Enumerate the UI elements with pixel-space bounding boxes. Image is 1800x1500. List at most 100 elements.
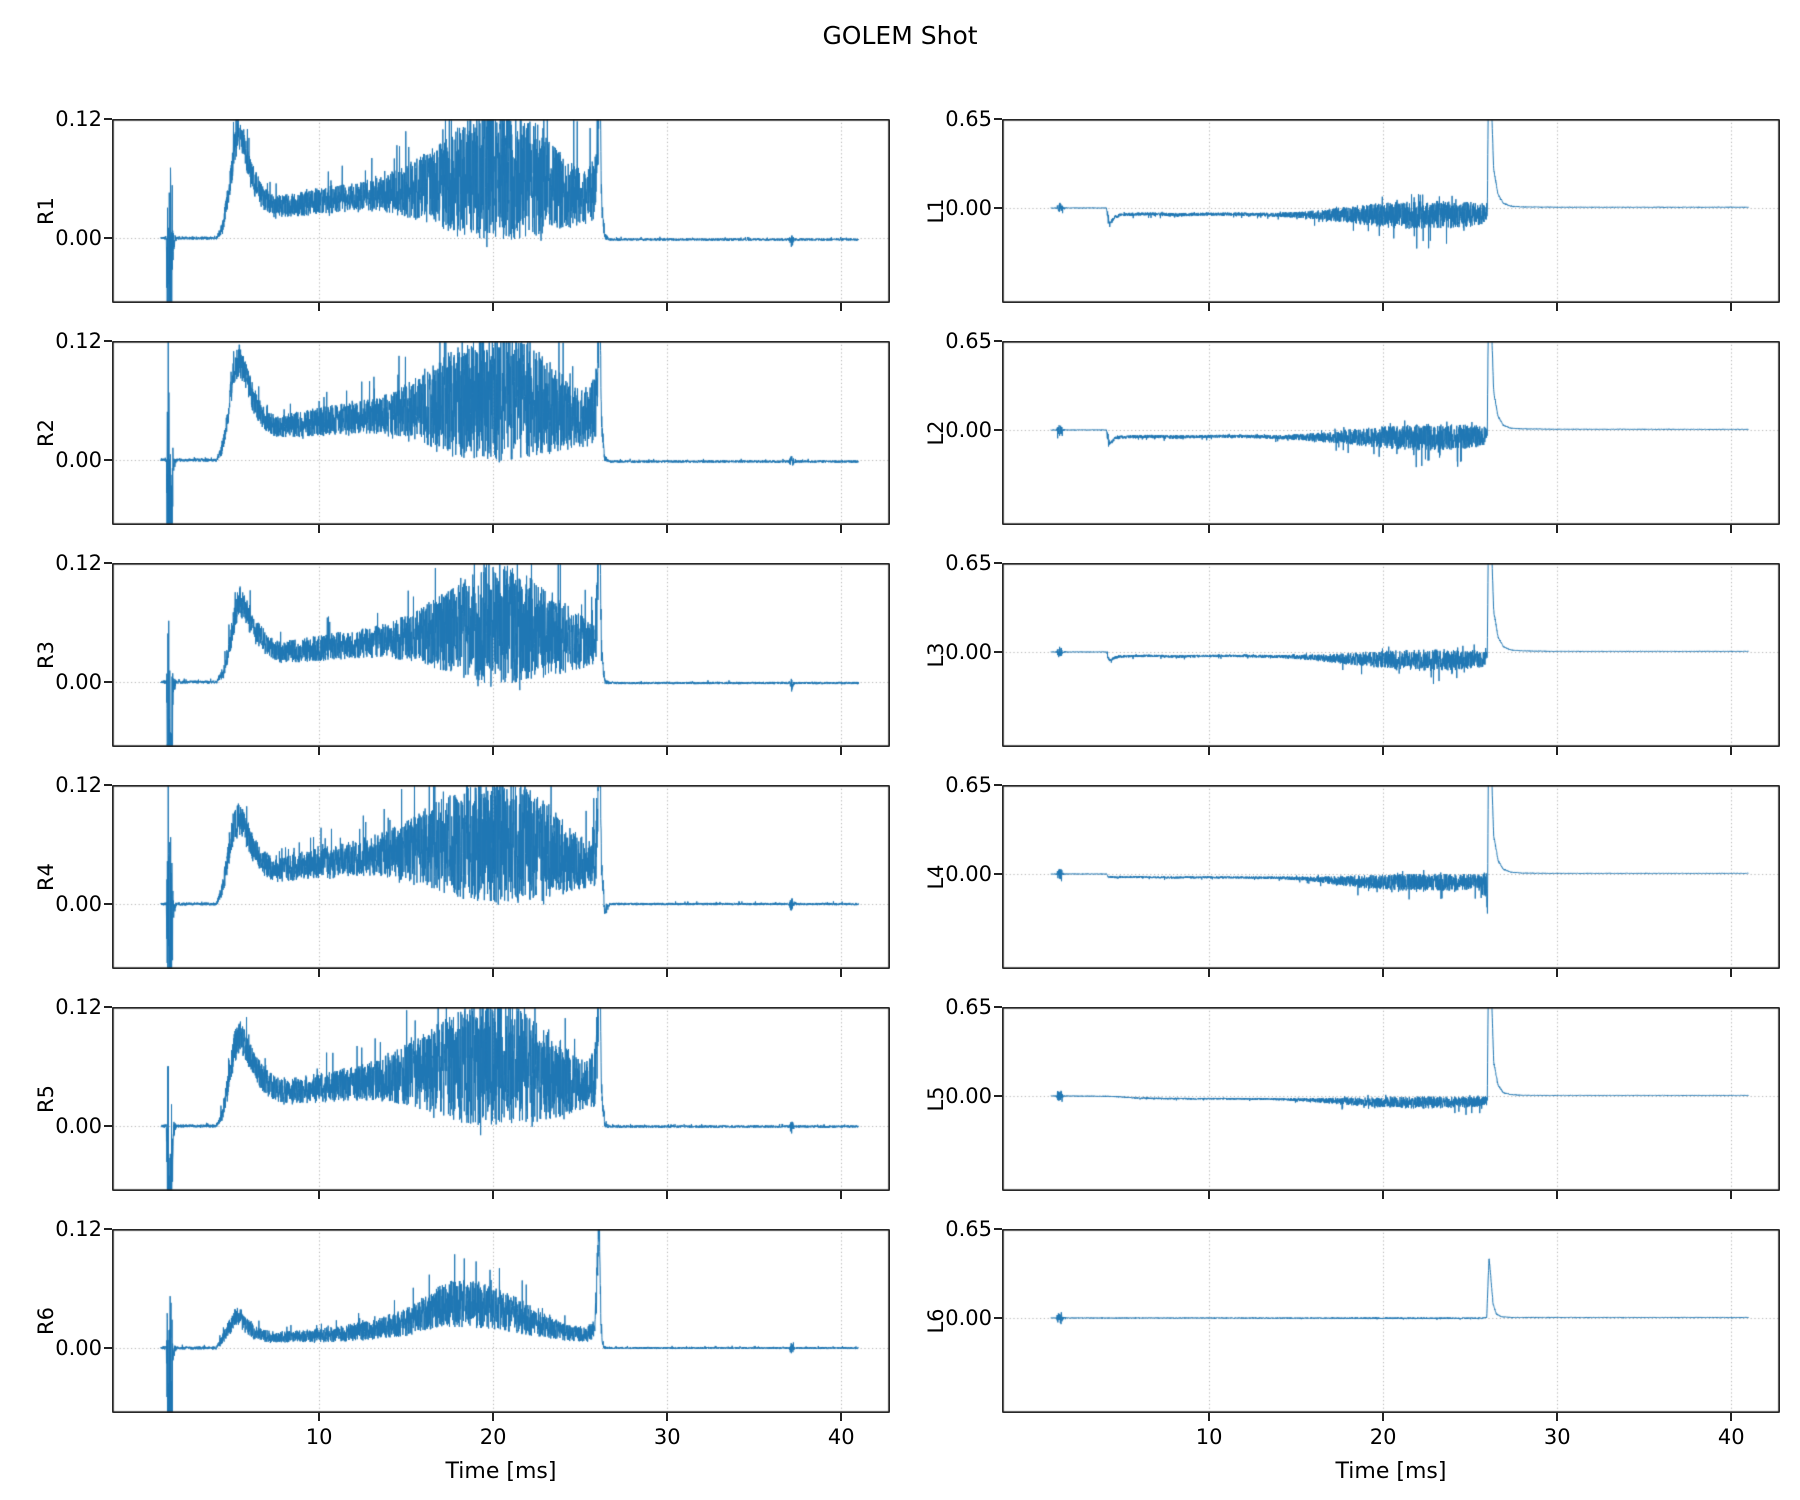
ytick-label-L4-0.00: 0.00 (945, 861, 992, 886)
ytick-label-L1-0.00: 0.00 (945, 195, 992, 220)
xtick-label-right-10: 10 (1195, 1425, 1223, 1449)
xtick-mark-R6 (492, 1413, 494, 1421)
ytick-label-L5-0.00: 0.00 (945, 1083, 992, 1108)
xtick-mark-L1 (1556, 303, 1558, 311)
xtick-mark-L2 (1556, 525, 1558, 533)
ytick-label-L1-0.65: 0.65 (945, 107, 992, 131)
ytick-mark-L5 (994, 1095, 1002, 1097)
xtick-mark-R2 (840, 525, 843, 533)
ytick-label-R6-0.00: 0.00 (55, 1336, 102, 1361)
ytick-label-L2-0.65: 0.65 (945, 329, 992, 353)
xtick-mark-L2 (1208, 525, 1210, 533)
figure-title: GOLEM Shot (822, 21, 978, 50)
xtick-mark-L1 (1382, 303, 1384, 311)
xtick-mark-R4 (318, 969, 320, 977)
xtick-mark-L6 (1556, 1413, 1558, 1421)
ylabel-R2: R2 (34, 419, 58, 447)
ytick-label-L4-0.65: 0.65 (945, 773, 992, 797)
ytick-label-L6-0.65: 0.65 (945, 1217, 992, 1241)
ytick-mark-L3 (994, 651, 1002, 653)
ylabel-L4: L4 (924, 864, 948, 890)
plot-area-R2 (112, 341, 890, 525)
ytick-mark-L2 (994, 429, 1002, 431)
xtick-mark-R4 (492, 969, 494, 977)
ytick-mark-L6 (994, 1228, 1002, 1230)
ytick-mark-R2 (104, 459, 112, 461)
plot-area-L1 (1002, 119, 1780, 303)
plot-area-R5 (112, 1007, 890, 1191)
xtick-mark-R6 (318, 1413, 320, 1421)
ylabel-L3: L3 (924, 642, 948, 668)
xtick-mark-L6 (1382, 1413, 1384, 1421)
xlabel-left-column: Time [ms] (445, 1459, 557, 1484)
xtick-mark-R2 (492, 525, 494, 533)
ytick-mark-L6 (994, 1317, 1002, 1319)
plot-area-R1 (112, 119, 890, 303)
plot-area-L5 (1002, 1007, 1780, 1191)
ytick-label-R1-0.12: 0.12 (55, 107, 102, 131)
xtick-mark-R5 (318, 1191, 320, 1199)
ytick-label-L5-0.65: 0.65 (945, 995, 992, 1019)
ytick-mark-R4 (104, 784, 112, 786)
ytick-mark-R3 (104, 681, 112, 683)
ytick-label-R3-0.00: 0.00 (55, 670, 102, 695)
xtick-mark-R4 (666, 969, 668, 977)
xtick-mark-R2 (318, 525, 320, 533)
xtick-mark-L2 (1730, 525, 1733, 533)
ylabel-R6: R6 (34, 1307, 58, 1335)
xtick-mark-L5 (1208, 1191, 1210, 1199)
xtick-mark-L5 (1556, 1191, 1558, 1199)
xtick-mark-L3 (1556, 747, 1558, 755)
ytick-label-R5-0.00: 0.00 (55, 1114, 102, 1139)
xtick-mark-R5 (492, 1191, 494, 1199)
xtick-mark-R1 (840, 303, 843, 311)
xtick-label-right-30: 30 (1543, 1425, 1571, 1449)
xtick-label-left-10: 10 (305, 1425, 333, 1449)
ylabel-L5: L5 (924, 1086, 948, 1112)
ytick-mark-R6 (104, 1228, 112, 1230)
xtick-mark-R2 (666, 525, 668, 533)
xtick-mark-L1 (1730, 303, 1733, 311)
ytick-mark-L1 (994, 207, 1002, 209)
ytick-label-R2-0.12: 0.12 (55, 329, 102, 353)
xtick-label-left-40: 40 (827, 1425, 855, 1449)
ytick-mark-R6 (104, 1347, 112, 1349)
ytick-mark-R1 (104, 237, 112, 239)
xtick-mark-L4 (1730, 969, 1733, 977)
ytick-label-L3-0.00: 0.00 (945, 639, 992, 664)
xtick-mark-R3 (840, 747, 843, 755)
xtick-mark-L3 (1382, 747, 1384, 755)
ytick-mark-R1 (104, 118, 112, 120)
ytick-label-L2-0.00: 0.00 (945, 417, 992, 442)
xtick-mark-L4 (1208, 969, 1210, 977)
xtick-mark-L4 (1382, 969, 1384, 977)
ytick-mark-R3 (104, 562, 112, 564)
xtick-mark-R3 (492, 747, 494, 755)
xtick-mark-L2 (1382, 525, 1384, 533)
ytick-mark-L2 (994, 340, 1002, 342)
ylabel-R1: R1 (34, 197, 58, 225)
ytick-mark-L1 (994, 118, 1002, 120)
xtick-mark-R4 (840, 969, 843, 977)
xtick-label-right-40: 40 (1717, 1425, 1745, 1449)
ytick-mark-L5 (994, 1006, 1002, 1008)
xtick-mark-L3 (1730, 747, 1733, 755)
xtick-mark-R1 (492, 303, 494, 311)
xtick-mark-L5 (1382, 1191, 1384, 1199)
xtick-mark-R1 (666, 303, 668, 311)
ylabel-L1: L1 (924, 198, 948, 224)
ytick-label-L6-0.00: 0.00 (945, 1305, 992, 1330)
xlabel-right-column: Time [ms] (1335, 1459, 1447, 1484)
ytick-mark-L4 (994, 784, 1002, 786)
plot-area-R4 (112, 785, 890, 969)
xtick-mark-L6 (1208, 1413, 1210, 1421)
xtick-mark-R3 (666, 747, 668, 755)
xtick-mark-L6 (1730, 1413, 1733, 1421)
ylabel-L6: L6 (924, 1308, 948, 1334)
xtick-mark-L5 (1730, 1191, 1733, 1199)
ytick-mark-R4 (104, 903, 112, 905)
ylabel-L2: L2 (924, 420, 948, 446)
ytick-label-R4-0.00: 0.00 (55, 892, 102, 917)
plot-area-L4 (1002, 785, 1780, 969)
